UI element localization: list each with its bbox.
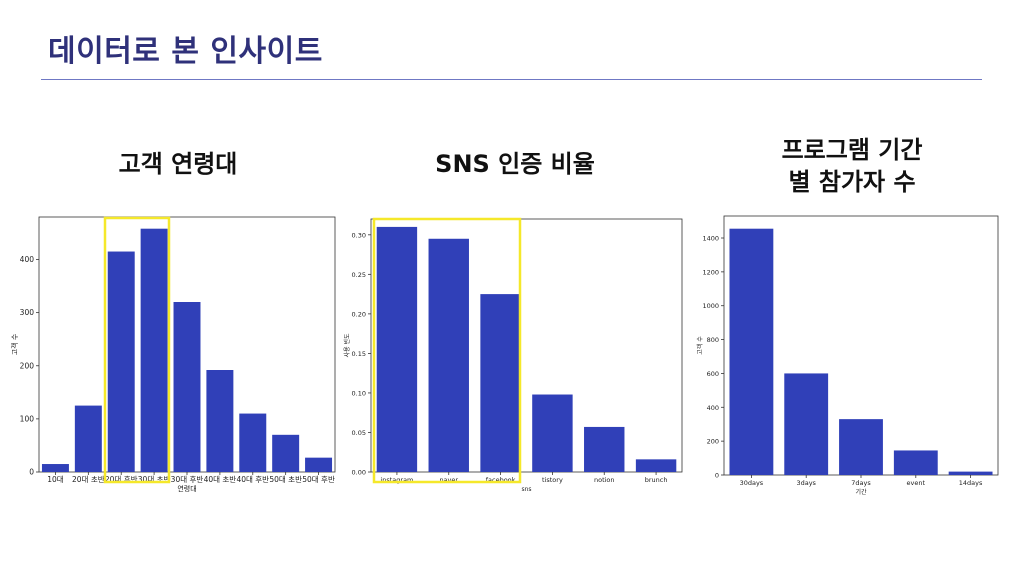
program-bar xyxy=(839,419,883,475)
program-y-tick-label: 200 xyxy=(707,438,719,446)
sns-bar xyxy=(480,294,521,472)
age-highlight-box xyxy=(103,216,171,484)
age-y-axis-title: 고객 수 xyxy=(10,333,19,355)
sns-x-tick-label: notion xyxy=(594,476,615,484)
sns-x-axis-title: sns xyxy=(521,486,531,493)
age-chart-heading-line: 고객 연령대 xyxy=(118,150,238,178)
age-bar xyxy=(107,251,135,472)
sns-y-tick-label: 0.30 xyxy=(352,231,366,239)
program-x-axis-title: 기간 xyxy=(855,488,867,496)
age-x-tick-label: 20대 초반 xyxy=(72,475,105,484)
program-x-tick-label: 3days xyxy=(796,479,816,487)
program-bar xyxy=(948,471,993,475)
age-y-tick-label: 300 xyxy=(20,308,35,317)
program-x-tick-label: 7days xyxy=(851,479,871,487)
program-bar xyxy=(784,373,829,475)
age-x-tick-label: 20대 후반 xyxy=(105,475,138,484)
sns-y-tick-label: 0.15 xyxy=(352,350,366,358)
sns-bar xyxy=(376,226,418,472)
age-x-axis-title: 연령대 xyxy=(177,485,196,493)
sns-y-tick-label: 0.05 xyxy=(352,429,366,437)
sns-x-tick-label: facebook xyxy=(486,476,516,484)
program-y-tick-label: 1000 xyxy=(702,302,719,310)
age-bar xyxy=(74,405,102,472)
slide-title: 데이터로 본 인사이트 xyxy=(48,34,323,69)
program-x-tick-label: 30days xyxy=(740,479,764,487)
program-y-axis-title: 고객 수 xyxy=(697,336,704,355)
age-x-tick-label: 10대 xyxy=(47,475,64,484)
sns-bar xyxy=(428,238,469,472)
program-bar xyxy=(893,450,938,475)
sns-highlight-box xyxy=(372,217,522,484)
age-y-tick-label: 200 xyxy=(20,361,35,370)
age-x-tick-label: 30대 후반 xyxy=(171,475,204,484)
sns-y-tick-label: 0.10 xyxy=(352,389,366,397)
age-bar xyxy=(140,228,168,472)
age-x-tick-label: 40대 초반 xyxy=(204,475,237,484)
program-y-tick-label: 1200 xyxy=(702,268,719,276)
program-y-tick-label: 800 xyxy=(707,336,719,344)
age-x-tick-label: 50대 후반 xyxy=(302,475,335,484)
age-bar xyxy=(239,413,267,472)
program-bar xyxy=(729,228,774,475)
sns-x-tick-label: brunch xyxy=(645,476,668,484)
age-bar xyxy=(305,457,333,472)
sns-chart-heading-line: SNS 인증 비율 xyxy=(435,150,595,178)
age-bar xyxy=(272,434,300,472)
age-bar xyxy=(206,370,234,472)
sns-x-tick-label: naver xyxy=(439,476,458,484)
sns-y-tick-label: 0.20 xyxy=(352,310,366,318)
age-x-tick-label: 50대 초반 xyxy=(269,475,302,484)
sns-bar xyxy=(532,394,573,472)
sns-y-tick-label: 0.00 xyxy=(352,469,366,477)
program-x-tick-label: event xyxy=(907,479,926,487)
program-chart-heading-line-1: 프로그램 기간 xyxy=(781,136,923,164)
program-x-tick-label: 14days xyxy=(959,479,983,487)
age-chart-heading: 고객 연령대 xyxy=(88,148,268,180)
sns-bar xyxy=(584,426,625,472)
age-bar xyxy=(173,302,201,472)
program-y-tick-label: 0 xyxy=(715,472,719,480)
sns-bar xyxy=(635,459,677,472)
age-x-tick-label: 40대 후반 xyxy=(236,475,269,484)
age-bar xyxy=(41,464,69,472)
sns-x-tick-label: tistory xyxy=(542,476,563,484)
age-y-tick-label: 0 xyxy=(29,468,34,477)
program-y-tick-label: 400 xyxy=(707,404,719,412)
sns-plot-frame xyxy=(370,218,683,473)
sns-y-tick-label: 0.25 xyxy=(352,271,366,279)
age-y-tick-label: 100 xyxy=(20,414,35,423)
program-y-tick-label: 600 xyxy=(707,370,719,378)
sns-x-tick-label: instagram xyxy=(380,476,413,484)
age-y-tick-label: 400 xyxy=(20,255,35,264)
age-x-tick-label: 30대 초반 xyxy=(138,475,171,484)
sns-chart-heading: SNS 인증 비율 xyxy=(410,148,620,180)
title-divider xyxy=(41,79,982,80)
sns-y-axis-title: 사용 빈도 xyxy=(343,333,351,357)
program-y-tick-label: 1400 xyxy=(702,235,719,243)
program-chart-heading-line-2: 별 참가자 수 xyxy=(788,168,916,196)
program-chart-heading: 프로그램 기간 별 참가자 수 xyxy=(752,134,952,198)
